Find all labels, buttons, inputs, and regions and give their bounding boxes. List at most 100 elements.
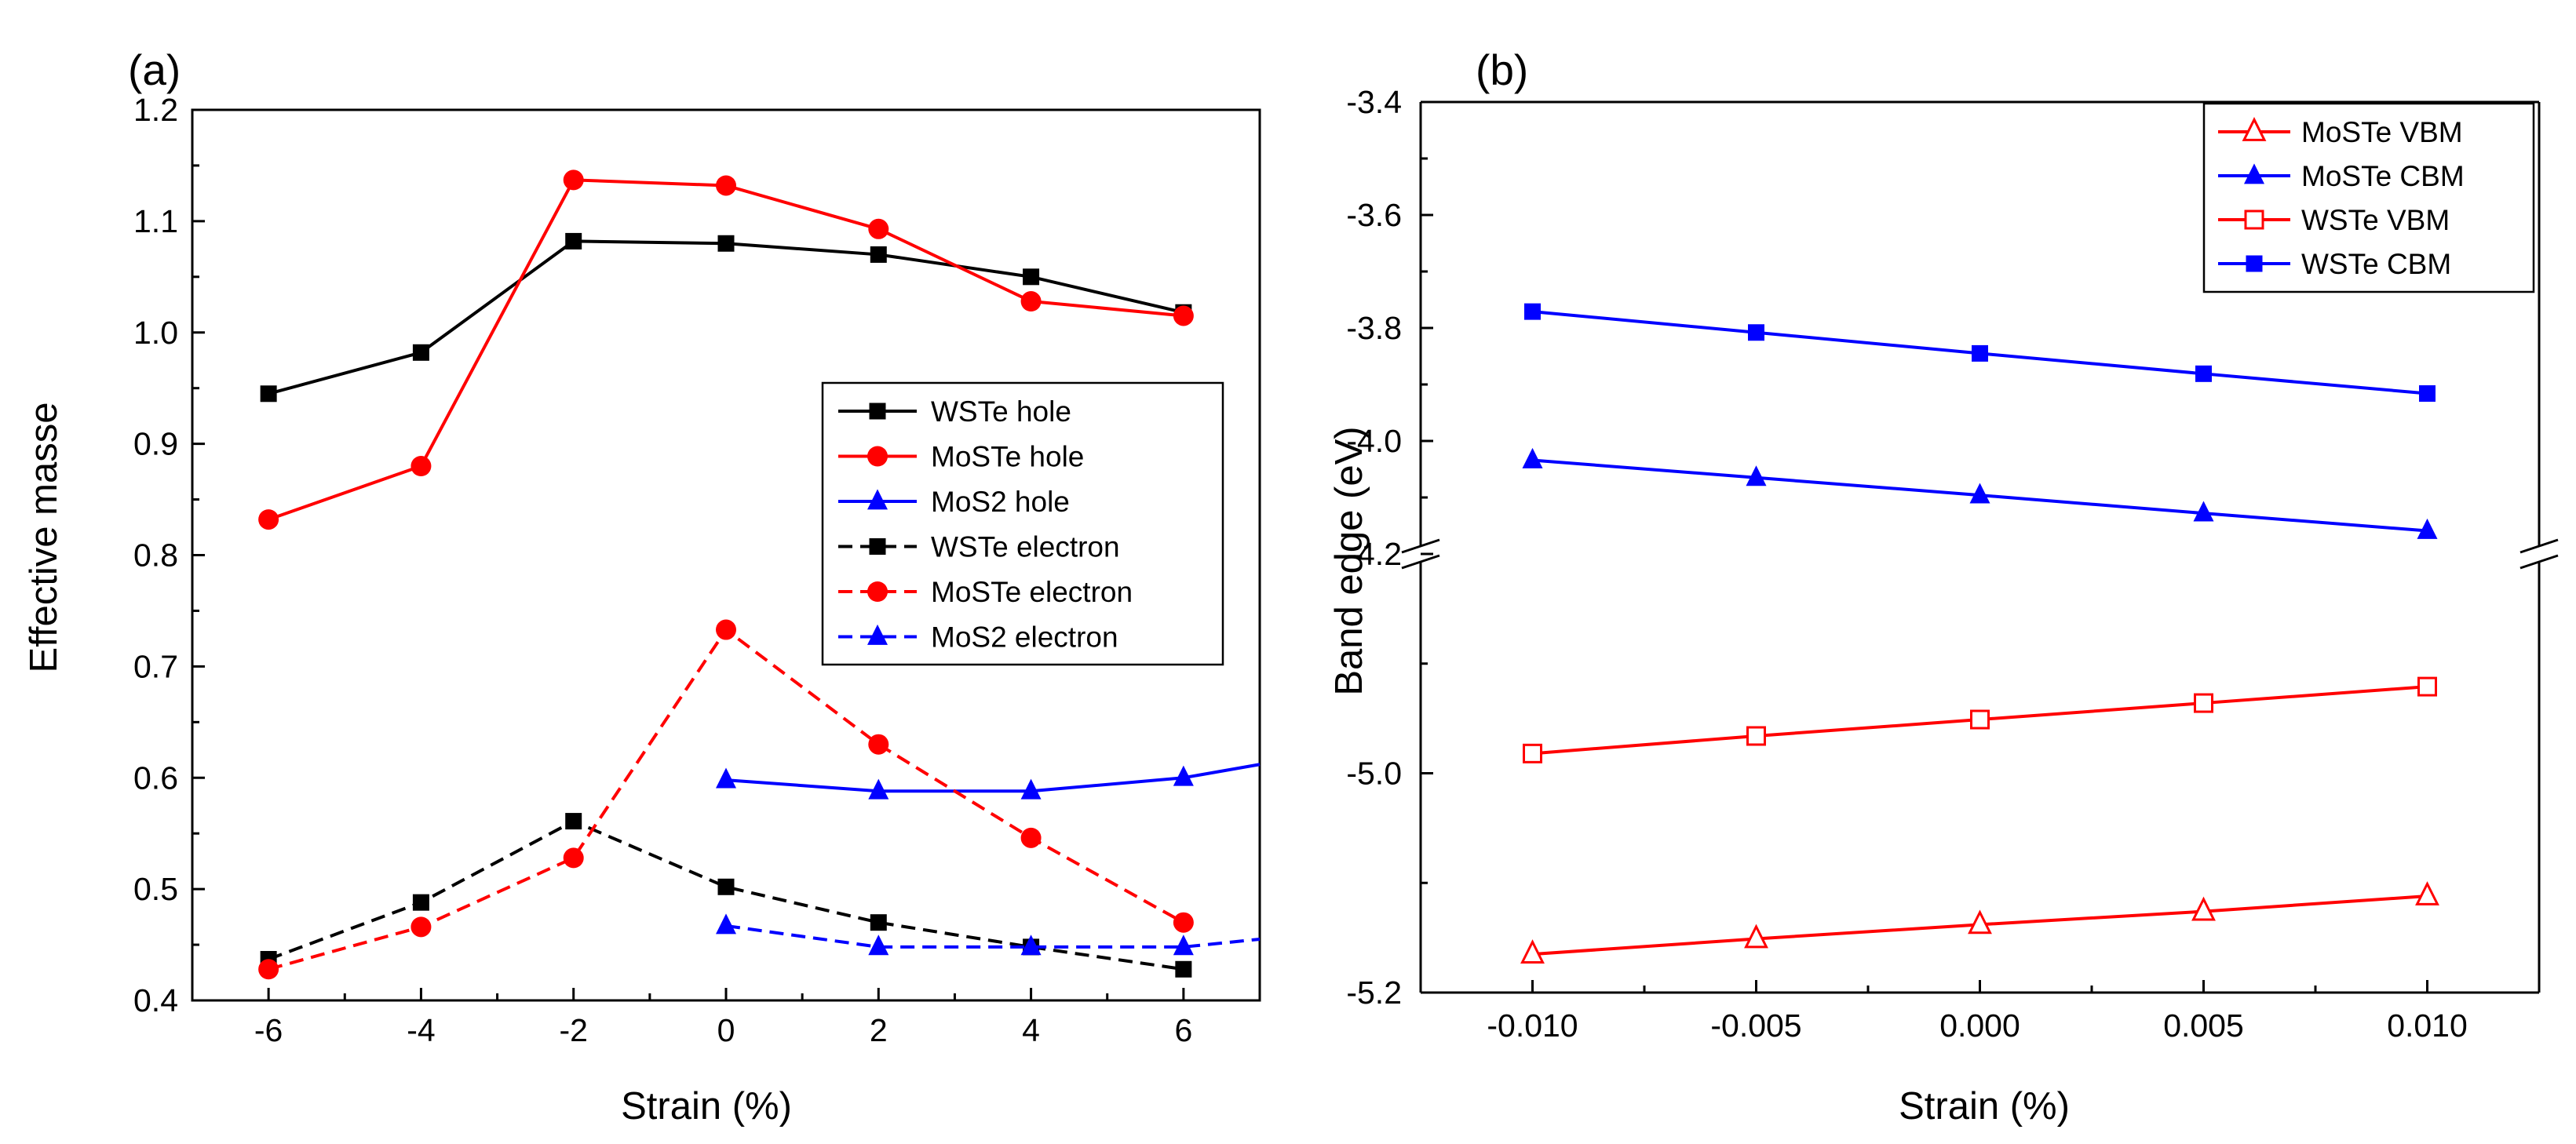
data-point-moste-hole — [1173, 305, 1194, 326]
panel-a-plot-area: -6 -4 -2 0 2 4 6 0.4 0.5 0.6 0.7 0.8 0.9 1.0 1.1 1.2 WST… — [133, 92, 1261, 1048]
data-point-mos2-hole — [868, 778, 889, 800]
legend-label-wste-electron: WSTe electron — [931, 531, 1120, 563]
data-point-moste-cbm — [2193, 501, 2214, 522]
data-point-wste-vbm — [2194, 693, 2213, 713]
legend-marker-moste-hole — [867, 446, 888, 467]
legend-marker-moste-cbm — [2244, 163, 2264, 184]
data-point-mos2-electron — [716, 913, 736, 935]
legend-marker-wste-cbm — [2246, 255, 2263, 272]
y-tick-label: 0.5 — [133, 871, 178, 907]
data-point-moste-cbm — [1969, 483, 1990, 504]
legend-marker-wste-electron — [869, 538, 886, 555]
panel-a-y-axis-title: Effective masse — [23, 403, 65, 673]
y-tick-label: -5.2 — [1346, 975, 1402, 1011]
data-point-wste-vbm — [1746, 726, 1766, 746]
data-point-wste-cbm — [1524, 303, 1541, 320]
data-point-moste-vbm — [1968, 909, 1992, 935]
data-point-wste-vbm — [1523, 743, 1542, 763]
data-point-wste-hole — [717, 235, 735, 252]
x-tick-label: 2 — [870, 1012, 888, 1048]
y-tick-label: 0.6 — [133, 760, 178, 796]
data-point-wste-electron — [565, 813, 582, 830]
data-point-moste-electron — [410, 916, 432, 938]
x-tick-label: -4 — [407, 1012, 435, 1048]
x-tick-label: -0.010 — [1487, 1007, 1578, 1044]
series-line-wste-hole — [268, 239, 1184, 395]
data-point-wste-hole — [1023, 268, 1040, 286]
y-tick-label: -3.8 — [1346, 310, 1402, 346]
legend-label-moste-vbm: MoSTe VBM — [2301, 116, 2463, 148]
x-tick-label: 0 — [717, 1012, 735, 1048]
legend-marker-wste-vbm — [2244, 209, 2264, 230]
data-point-wste-electron — [412, 894, 429, 911]
axis-break-mark — [1401, 538, 1440, 554]
x-tick-label: 6 — [1174, 1012, 1192, 1048]
data-point-moste-electron — [1020, 827, 1042, 848]
legend-label-wste-cbm: WSTe CBM — [2301, 248, 2451, 280]
data-point-moste-hole — [868, 218, 889, 239]
y-tick-label: -3.4 — [1346, 84, 1402, 120]
x-tick-label: 0.010 — [2387, 1007, 2468, 1044]
data-point-moste-electron — [868, 734, 889, 755]
data-point-moste-cbm — [1746, 465, 1767, 486]
y-tick-label: 0.8 — [133, 537, 178, 574]
legend-label-wste-hole: WSTe hole — [931, 395, 1071, 428]
data-point-mos2-hole — [1020, 778, 1042, 800]
data-point-moste-hole — [716, 175, 736, 196]
data-point-mos2-hole — [1173, 765, 1194, 786]
data-point-moste-hole — [563, 169, 584, 191]
x-tick-label: 4 — [1022, 1012, 1040, 1048]
legend-marker-wste-hole — [869, 403, 886, 420]
legend-label-moste-electron: MoSTe electron — [931, 576, 1133, 608]
axis-break-mark — [2519, 538, 2559, 554]
y-tick-label: 1.0 — [133, 315, 178, 351]
panel-b-chart: (b) -0.010 -0.005 0.000 0.005 0.010-5.2-5.0-… — [1328, 46, 2559, 1128]
y-tick-label: 0.4 — [133, 982, 178, 1018]
data-point-moste-cbm — [2417, 518, 2438, 539]
data-point-moste-cbm — [1522, 447, 1543, 468]
y-tick-label: -4.2 — [1346, 536, 1402, 572]
data-point-wste-hole — [260, 385, 277, 403]
data-point-wste-hole — [870, 246, 887, 263]
data-point-wste-vbm — [1970, 709, 1990, 730]
legend-marker-moste-electron — [867, 581, 888, 602]
x-tick-label: -6 — [254, 1012, 283, 1048]
legend-box — [821, 381, 1224, 666]
x-tick-label: -2 — [559, 1012, 587, 1048]
data-point-moste-electron — [1173, 912, 1194, 933]
data-point-moste-electron — [716, 619, 736, 640]
legend-marker-moste-vbm — [2242, 117, 2267, 141]
data-point-mos2-electron — [868, 935, 889, 956]
data-point-moste-electron — [258, 959, 279, 980]
panel-b-legend: MoSTe VBM MoSTe CBM WSTe VBM WSTe CBM — [2202, 102, 2535, 293]
y-tick-label: -5.0 — [1346, 756, 1402, 792]
panel-b-x-axis-title: Strain (%) — [1899, 1085, 2070, 1128]
data-point-moste-vbm — [2415, 881, 2439, 905]
x-tick-label: 0.000 — [1939, 1007, 2020, 1044]
data-point-moste-vbm — [1744, 924, 1768, 949]
data-point-wste-electron — [870, 914, 887, 931]
panel-a-legend: WSTe hole MoSTe hole MoS2 hole WSTe electro… — [821, 381, 1224, 666]
panel-a-label: (a) — [128, 46, 181, 94]
panel-b-plot-area: -0.010 -0.005 0.000 0.005 0.010 -5.2 -5.0 -4.2 -… — [1346, 84, 2559, 1044]
data-point-moste-hole — [1020, 291, 1042, 312]
axis-break-mark — [1401, 554, 1440, 570]
y-tick-label: 0.9 — [133, 426, 178, 462]
data-point-moste-vbm — [2191, 896, 2216, 921]
data-point-mos2-hole — [716, 767, 736, 789]
y-tick-label: 1.2 — [133, 92, 178, 128]
legend-label-mos2-hole: MoS2 hole — [931, 486, 1070, 518]
axis-break-mark — [2519, 554, 2559, 570]
legend-marker-mos2-hole — [867, 489, 888, 510]
data-point-mos2-electron — [1020, 935, 1042, 956]
legend-label-mos2-electron: MoS2 electron — [931, 621, 1118, 654]
legend-marker-mos2-electron — [867, 624, 888, 645]
y-tick-label: -4.0 — [1346, 423, 1402, 459]
legend-label-wste-vbm: WSTe VBM — [2301, 204, 2450, 236]
data-point-wste-vbm — [2417, 676, 2437, 697]
legend-label-moste-hole: MoSTe hole — [931, 441, 1084, 473]
data-point-moste-vbm — [1520, 939, 1545, 964]
series-line-mos2-electron — [725, 924, 1261, 949]
panel-b-label: (b) — [1476, 46, 1528, 94]
